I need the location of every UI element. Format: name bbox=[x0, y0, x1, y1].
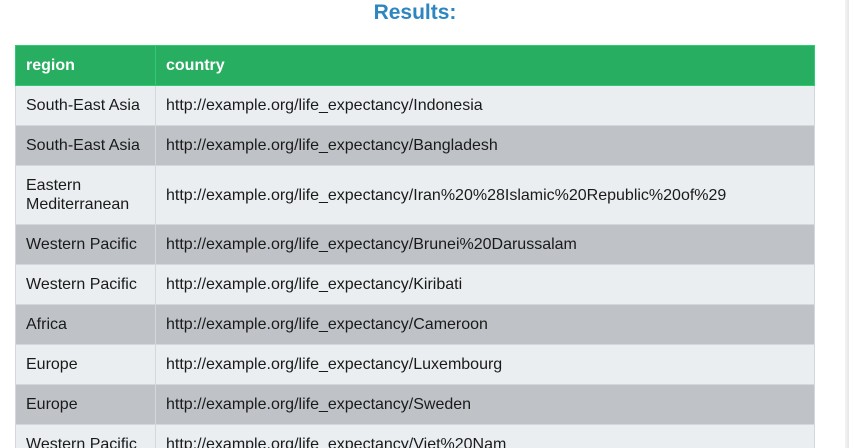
region-cell: Western Pacific bbox=[15, 424, 156, 448]
scroll-edge bbox=[845, 0, 849, 448]
table-row: Western Pacific http://example.org/life_… bbox=[15, 264, 815, 305]
column-header-country[interactable]: country bbox=[155, 45, 815, 86]
region-cell: Africa bbox=[15, 304, 156, 345]
table-header-row: region country bbox=[15, 45, 815, 86]
country-cell[interactable]: http://example.org/life_expectancy/Bangl… bbox=[155, 125, 815, 166]
region-cell: South-East Asia bbox=[15, 125, 156, 166]
table-row: Europe http://example.org/life_expectanc… bbox=[15, 384, 815, 425]
country-cell[interactable]: http://example.org/life_expectancy/Luxem… bbox=[155, 344, 815, 385]
table-row: Africa http://example.org/life_expectanc… bbox=[15, 304, 815, 345]
table-row: Europe http://example.org/life_expectanc… bbox=[15, 344, 815, 385]
region-cell: South-East Asia bbox=[15, 85, 156, 126]
results-title: Results: bbox=[373, 1, 457, 24]
table-row: Western Pacific http://example.org/life_… bbox=[15, 424, 815, 448]
region-cell: Eastern Mediterranean bbox=[15, 165, 156, 225]
table-row: Western Pacific http://example.org/life_… bbox=[15, 224, 815, 265]
country-cell[interactable]: http://example.org/life_expectancy/Iran%… bbox=[155, 165, 815, 225]
region-cell: Western Pacific bbox=[15, 264, 156, 305]
table-row: Eastern Mediterranean http://example.org… bbox=[15, 165, 815, 225]
country-cell[interactable]: http://example.org/life_expectancy/Indon… bbox=[155, 85, 815, 126]
table-row: South-East Asia http://example.org/life_… bbox=[15, 125, 815, 166]
country-cell[interactable]: http://example.org/life_expectancy/Camer… bbox=[155, 304, 815, 345]
region-cell: Europe bbox=[15, 344, 156, 385]
region-cell: Europe bbox=[15, 384, 156, 425]
country-cell[interactable]: http://example.org/life_expectancy/Brune… bbox=[155, 224, 815, 265]
region-cell: Western Pacific bbox=[15, 224, 156, 265]
country-cell[interactable]: http://example.org/life_expectancy/Viet%… bbox=[155, 424, 815, 448]
table-row: South-East Asia http://example.org/life_… bbox=[15, 85, 815, 126]
country-cell[interactable]: http://example.org/life_expectancy/Swede… bbox=[155, 384, 815, 425]
column-header-region[interactable]: region bbox=[15, 45, 156, 86]
country-cell[interactable]: http://example.org/life_expectancy/Kirib… bbox=[155, 264, 815, 305]
results-table: region country South-East Asia http://ex… bbox=[15, 45, 815, 448]
